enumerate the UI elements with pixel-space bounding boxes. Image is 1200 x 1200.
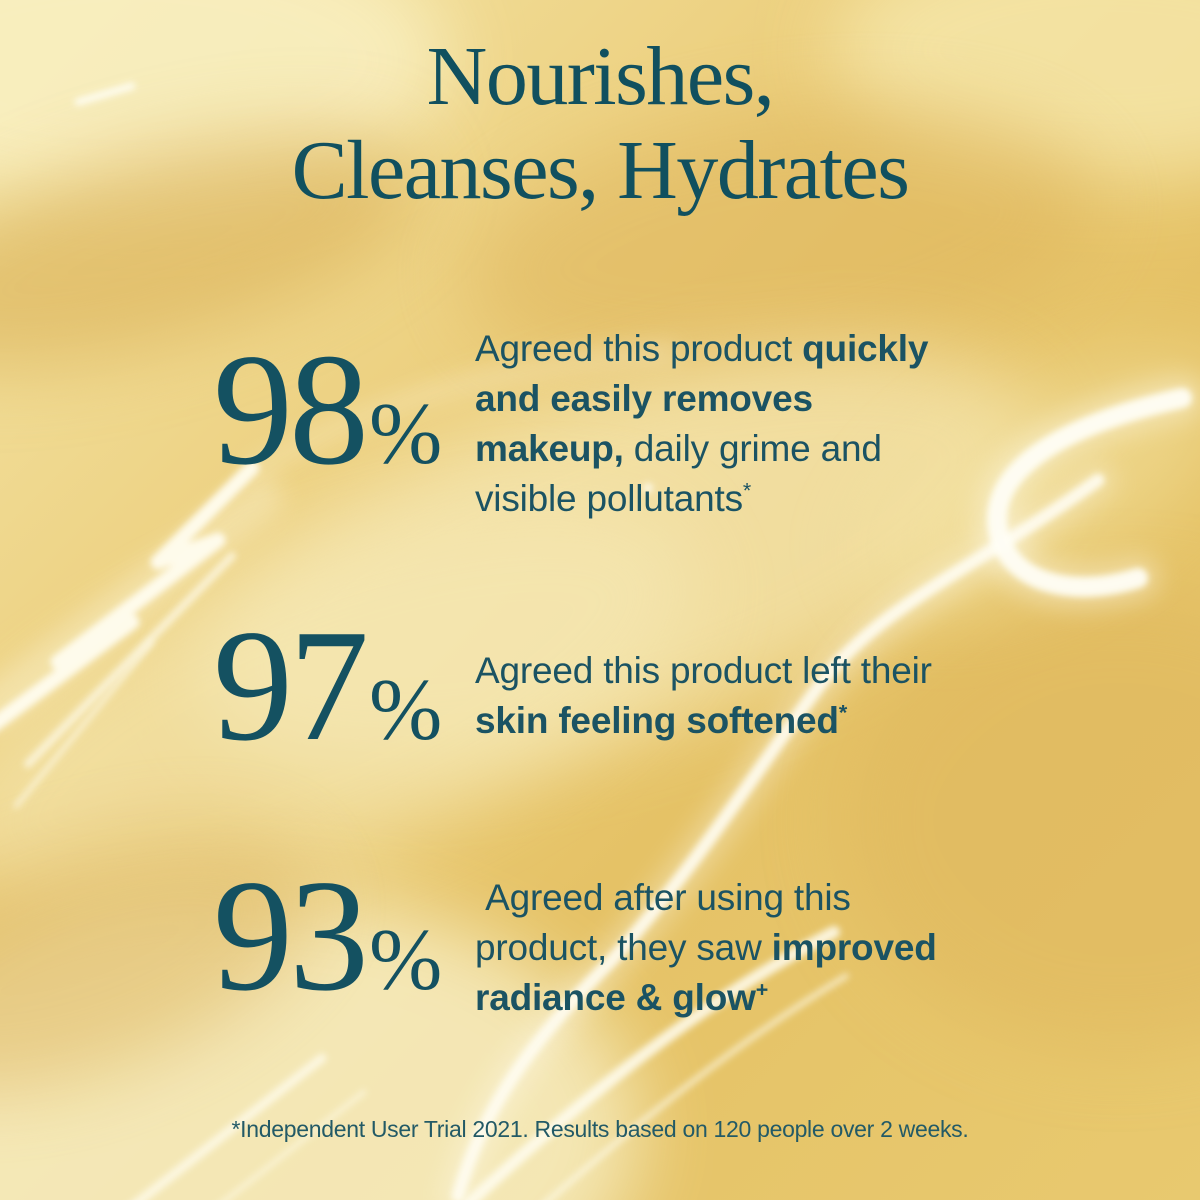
stat-text-segment: daily grime and (623, 428, 882, 469)
stat-text-line: visible pollutants* (475, 474, 928, 524)
stat-text-segment: visible pollutants (475, 478, 743, 519)
stat-text-line: makeup, daily grime and (475, 424, 928, 474)
percent-sign: % (369, 912, 442, 1009)
stat-text-segment: product, they saw (475, 927, 772, 968)
superscript-mark: + (755, 977, 769, 1002)
stat-description-1: Agreed this product quickly and easily re… (475, 324, 928, 524)
stat-text-segment: improved (771, 927, 937, 968)
stat-description-3: Agreed after using this product, they saw… (475, 873, 937, 1023)
stat-value-2: 97% (213, 605, 442, 765)
stat-text-segment: makeup, (475, 428, 624, 469)
superscript-mark: * (838, 700, 847, 725)
percent-sign: % (369, 662, 442, 759)
stat-description-2: Agreed this product left their skin feeli… (475, 646, 932, 746)
stat-value-1: 98% (213, 329, 442, 489)
percent-sign: % (369, 386, 442, 483)
stat-text-segment: Agreed after using this (475, 877, 851, 918)
cream-highlight-swirls (0, 82, 1200, 1200)
title-line-2: Cleanses, Hydrates (291, 124, 910, 217)
stat-text-segment: and easily removes (475, 378, 813, 419)
stat-text-line: radiance & glow+ (475, 973, 937, 1023)
stat-text-segment: Agreed this product (475, 328, 803, 369)
stat-number: 93 (213, 846, 369, 1024)
stat-text-segment: quickly (802, 328, 929, 369)
page-title: Nourishes, Cleanses, Hydrates (0, 30, 1200, 218)
stat-text-segment: radiance & glow (475, 977, 756, 1018)
stat-value-3: 93% (213, 855, 442, 1015)
stat-text-line: skin feeling softened* (475, 696, 932, 746)
title-line-1: Nourishes, (426, 30, 775, 123)
footnote: *Independent User Trial 2021. Results ba… (231, 1116, 969, 1142)
stat-text-line: product, they saw improved (475, 923, 937, 973)
stat-text-segment: skin feeling softened (475, 700, 839, 741)
stat-text-line: Agreed this product quickly (475, 324, 928, 374)
stat-text-segment: Agreed this product left their (475, 650, 932, 691)
stat-text-line: Agreed this product left their (475, 646, 932, 696)
stat-text-line: Agreed after using this (475, 873, 937, 923)
stat-number: 97 (213, 596, 369, 774)
superscript-mark: * (742, 478, 752, 503)
stat-text-line: and easily removes (475, 374, 928, 424)
stat-number: 98 (213, 320, 369, 498)
